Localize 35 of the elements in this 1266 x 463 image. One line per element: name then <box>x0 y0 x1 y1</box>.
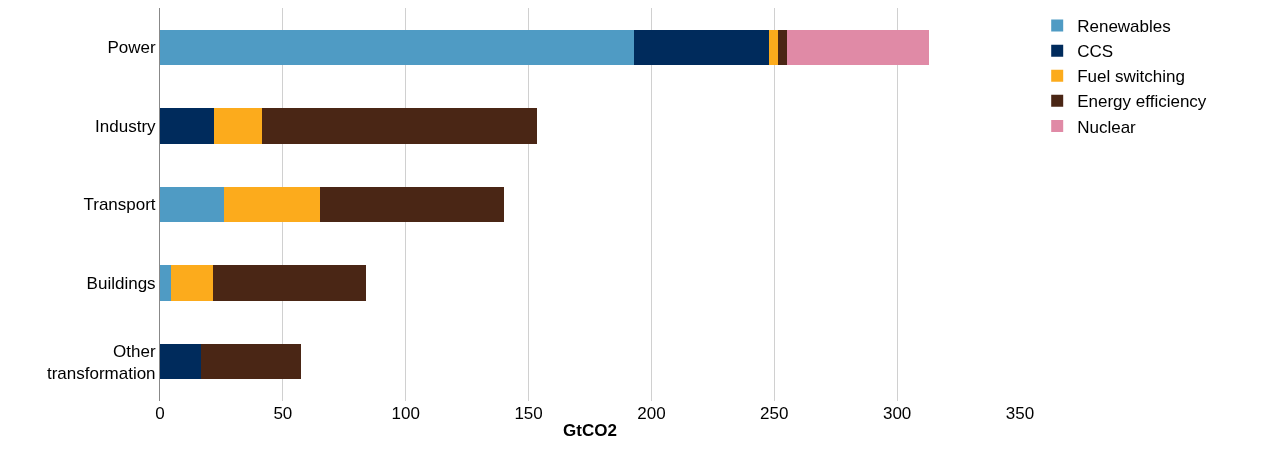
bar <box>200 344 302 380</box>
bar <box>160 265 172 301</box>
bar <box>160 186 224 223</box>
bar <box>214 108 262 144</box>
bar <box>223 186 320 223</box>
bar <box>319 186 504 223</box>
bar <box>769 29 778 65</box>
bar <box>777 29 787 65</box>
legend-label: Energy efficiency <box>1077 92 1207 112</box>
bar <box>160 29 635 65</box>
bar <box>786 29 930 65</box>
legend-label: Fuel switching <box>1077 67 1185 87</box>
x-axis-title: GtCO2 <box>563 421 617 441</box>
y-tick-label: Transport <box>83 195 156 215</box>
bar <box>212 265 367 301</box>
bar <box>634 29 770 65</box>
y-tick-label: Industry <box>95 116 157 136</box>
x-tick-label: 50 <box>273 404 293 423</box>
y-tick-label: Buildings <box>86 274 156 294</box>
x-tick-label: 100 <box>391 404 420 423</box>
y-tick-label: Other transformation <box>46 341 156 383</box>
legend-label: CCS <box>1077 42 1114 62</box>
x-tick-label: 0 <box>155 404 165 423</box>
legend-label: Nuclear <box>1077 117 1137 137</box>
y-tick-label: Power <box>107 38 156 58</box>
bar <box>171 265 213 301</box>
bar <box>261 108 538 144</box>
legend-label: Renewables <box>1077 17 1171 37</box>
x-tick-label: 250 <box>760 404 789 423</box>
x-tick-label: 350 <box>1005 404 1035 423</box>
bar <box>160 344 201 380</box>
x-tick-label: 200 <box>637 404 666 423</box>
x-tick-label: 150 <box>514 404 543 423</box>
bar <box>160 108 215 144</box>
x-tick-label: 300 <box>882 404 912 423</box>
